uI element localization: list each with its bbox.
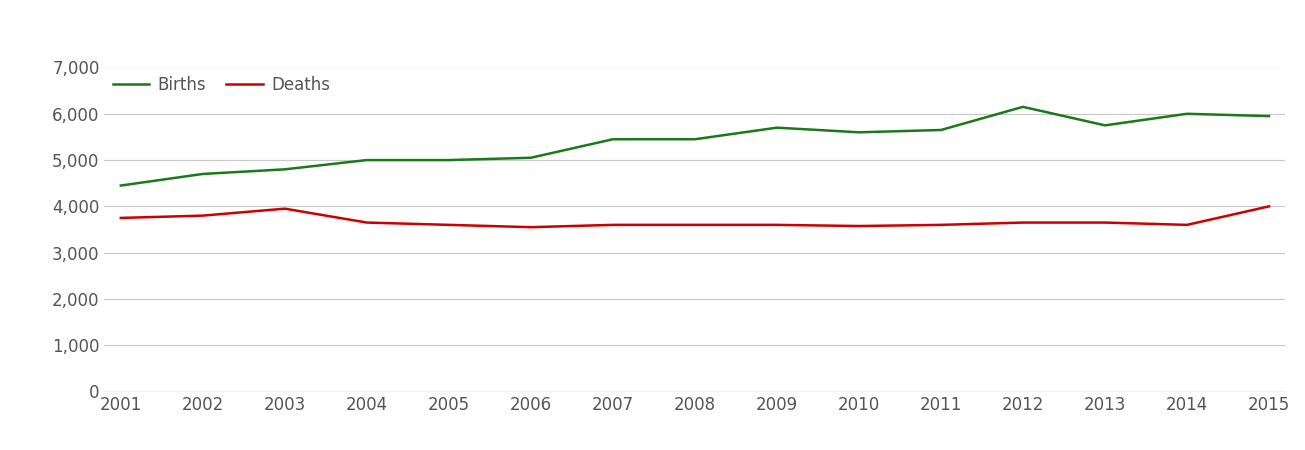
Deaths (933, 222, 949, 228)
Births (851, 130, 867, 135)
Births (523, 155, 539, 161)
Deaths (114, 215, 129, 220)
Births (277, 166, 292, 172)
Deaths (441, 222, 457, 228)
Deaths (851, 223, 867, 229)
Deaths (769, 222, 784, 228)
Births (1261, 113, 1276, 119)
Deaths (1180, 222, 1195, 228)
Births (688, 136, 703, 142)
Legend: Births, Deaths: Births, Deaths (112, 76, 330, 94)
Births (769, 125, 784, 130)
Deaths (359, 220, 375, 225)
Line: Births: Births (121, 107, 1268, 185)
Deaths (606, 222, 621, 228)
Births (606, 136, 621, 142)
Deaths (277, 206, 292, 211)
Births (359, 158, 375, 163)
Births (1098, 123, 1113, 128)
Deaths (1015, 220, 1031, 225)
Births (114, 183, 129, 188)
Births (1180, 111, 1195, 117)
Births (1015, 104, 1031, 109)
Births (441, 158, 457, 163)
Deaths (1261, 204, 1276, 209)
Deaths (1098, 220, 1113, 225)
Deaths (523, 225, 539, 230)
Births (933, 127, 949, 133)
Deaths (194, 213, 210, 218)
Line: Deaths: Deaths (121, 207, 1268, 227)
Deaths (688, 222, 703, 228)
Births (194, 171, 210, 177)
